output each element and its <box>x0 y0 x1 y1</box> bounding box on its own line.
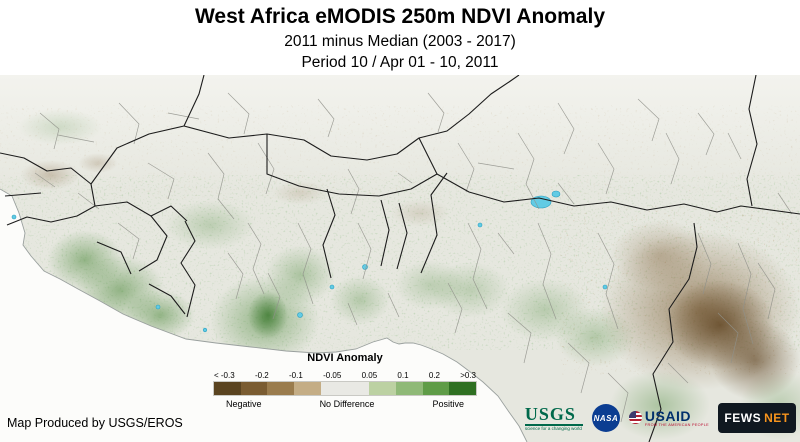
usgs-logo: USGS science for a changing world <box>524 403 583 432</box>
legend-color-segment <box>449 382 476 395</box>
legend-tick-label: 0.2 <box>428 371 440 380</box>
fewsnet-wordmark-net: NET <box>764 411 790 425</box>
atlantic-ocean <box>0 189 527 442</box>
country-boundaries <box>0 75 800 442</box>
nasa-logo-icon: NASA <box>591 404 620 432</box>
usgs-tagline: science for a changing world <box>524 425 582 431</box>
legend-tick-label: >0.3 <box>460 371 476 380</box>
legend-tick-label: 0.05 <box>361 371 378 380</box>
usaid-tagline: FROM THE AMERICAN PEOPLE <box>644 422 709 427</box>
legend-color-segment <box>240 382 268 395</box>
legend-tick-labels: < -0.3 -0.2 -0.1 -0.05 0.05 0.1 0.2 >0.3 <box>214 371 476 380</box>
legend-category-labels: Negative No Difference Positive <box>214 399 476 409</box>
coastline <box>0 188 528 442</box>
nasa-wordmark: NASA <box>593 413 619 423</box>
negative-anomaly-patches <box>20 153 800 400</box>
legend-tick-label: 0.1 <box>397 371 409 380</box>
legend-title: NDVI Anomaly <box>307 352 383 364</box>
usaid-wordmark: USAID <box>644 407 691 424</box>
legend-color-segment <box>294 382 321 395</box>
admin-boundaries <box>34 92 793 423</box>
usaid-logo: USAID FROM THE AMERICAN PEOPLE <box>628 409 709 428</box>
legend-tick-label: -0.1 <box>289 371 303 380</box>
legend-color-segment <box>320 382 370 395</box>
usaid-flag-icon <box>628 411 642 425</box>
agency-logos: USGS science for a changing world NASA U… <box>524 403 796 433</box>
usaid-text-block: USAID FROM THE AMERICAN PEOPLE <box>645 409 709 428</box>
legend-color-segment <box>214 382 241 395</box>
map-header: West Africa eMODIS 250m NDVI Anomaly 201… <box>0 0 800 73</box>
subtitle-period: Period 10 / Apr 01 - 10, 2011 <box>301 54 499 71</box>
legend-category-positive: Positive <box>432 399 464 409</box>
map-credit: Map Produced by USGS/EROS <box>7 416 183 430</box>
west-africa-ndvi-map <box>0 75 800 442</box>
legend-color-bar <box>213 381 477 396</box>
legend-tick-label: -0.05 <box>323 371 342 380</box>
fewsnet-logo: FEWS NET <box>718 403 796 433</box>
usgs-wordmark: USGS <box>524 403 576 424</box>
legend: NDVI Anomaly < -0.3 -0.2 -0.1 -0.05 0.05 0.1 0… <box>213 352 477 409</box>
legend-color-segment <box>267 382 295 395</box>
legend-color-segment <box>369 382 396 395</box>
page-title: West Africa eMODIS 250m NDVI Anomaly <box>194 5 605 28</box>
inland-water-bodies <box>11 190 608 333</box>
legend-color-segment <box>422 382 450 395</box>
fewsnet-wordmark-fews: FEWS <box>724 411 762 425</box>
legend-tick-label: -0.2 <box>254 371 269 380</box>
legend-tick-label: < -0.3 <box>214 371 235 380</box>
legend-category-negative: Negative <box>226 399 262 409</box>
subtitle-comparison: 2011 minus Median (2003 - 2017) <box>284 33 516 50</box>
usgs-logo-bar <box>524 423 583 426</box>
legend-category-no-difference: No Difference <box>319 399 375 409</box>
legend-color-segment <box>395 382 423 395</box>
